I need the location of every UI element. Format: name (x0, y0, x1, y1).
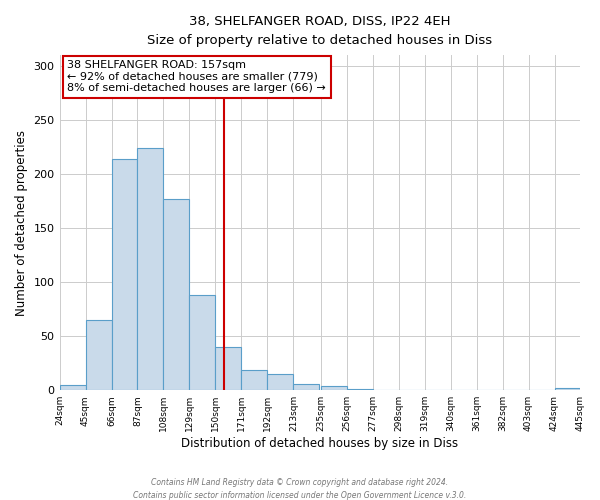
Bar (320, 386, 347, 390)
Bar (347, 389, 373, 390)
Bar (137, 148, 163, 390)
Bar (215, 347, 241, 390)
Text: 38 SHELFANGER ROAD: 157sqm
← 92% of detached houses are smaller (779)
8% of semi: 38 SHELFANGER ROAD: 157sqm ← 92% of deta… (67, 60, 326, 94)
Y-axis label: Number of detached properties: Number of detached properties (15, 130, 28, 316)
Text: Contains HM Land Registry data © Crown copyright and database right 2024.
Contai: Contains HM Land Registry data © Crown c… (133, 478, 467, 500)
X-axis label: Distribution of detached houses by size in Diss: Distribution of detached houses by size … (181, 437, 458, 450)
Bar (163, 199, 190, 390)
Bar (268, 374, 293, 390)
Bar (112, 159, 137, 390)
Bar (241, 370, 268, 390)
Title: 38, SHELFANGER ROAD, DISS, IP22 4EH
Size of property relative to detached houses: 38, SHELFANGER ROAD, DISS, IP22 4EH Size… (148, 15, 493, 47)
Bar (190, 295, 215, 390)
Bar (293, 384, 319, 390)
Bar (86, 320, 112, 390)
Bar (59, 385, 86, 390)
Bar (554, 388, 580, 390)
